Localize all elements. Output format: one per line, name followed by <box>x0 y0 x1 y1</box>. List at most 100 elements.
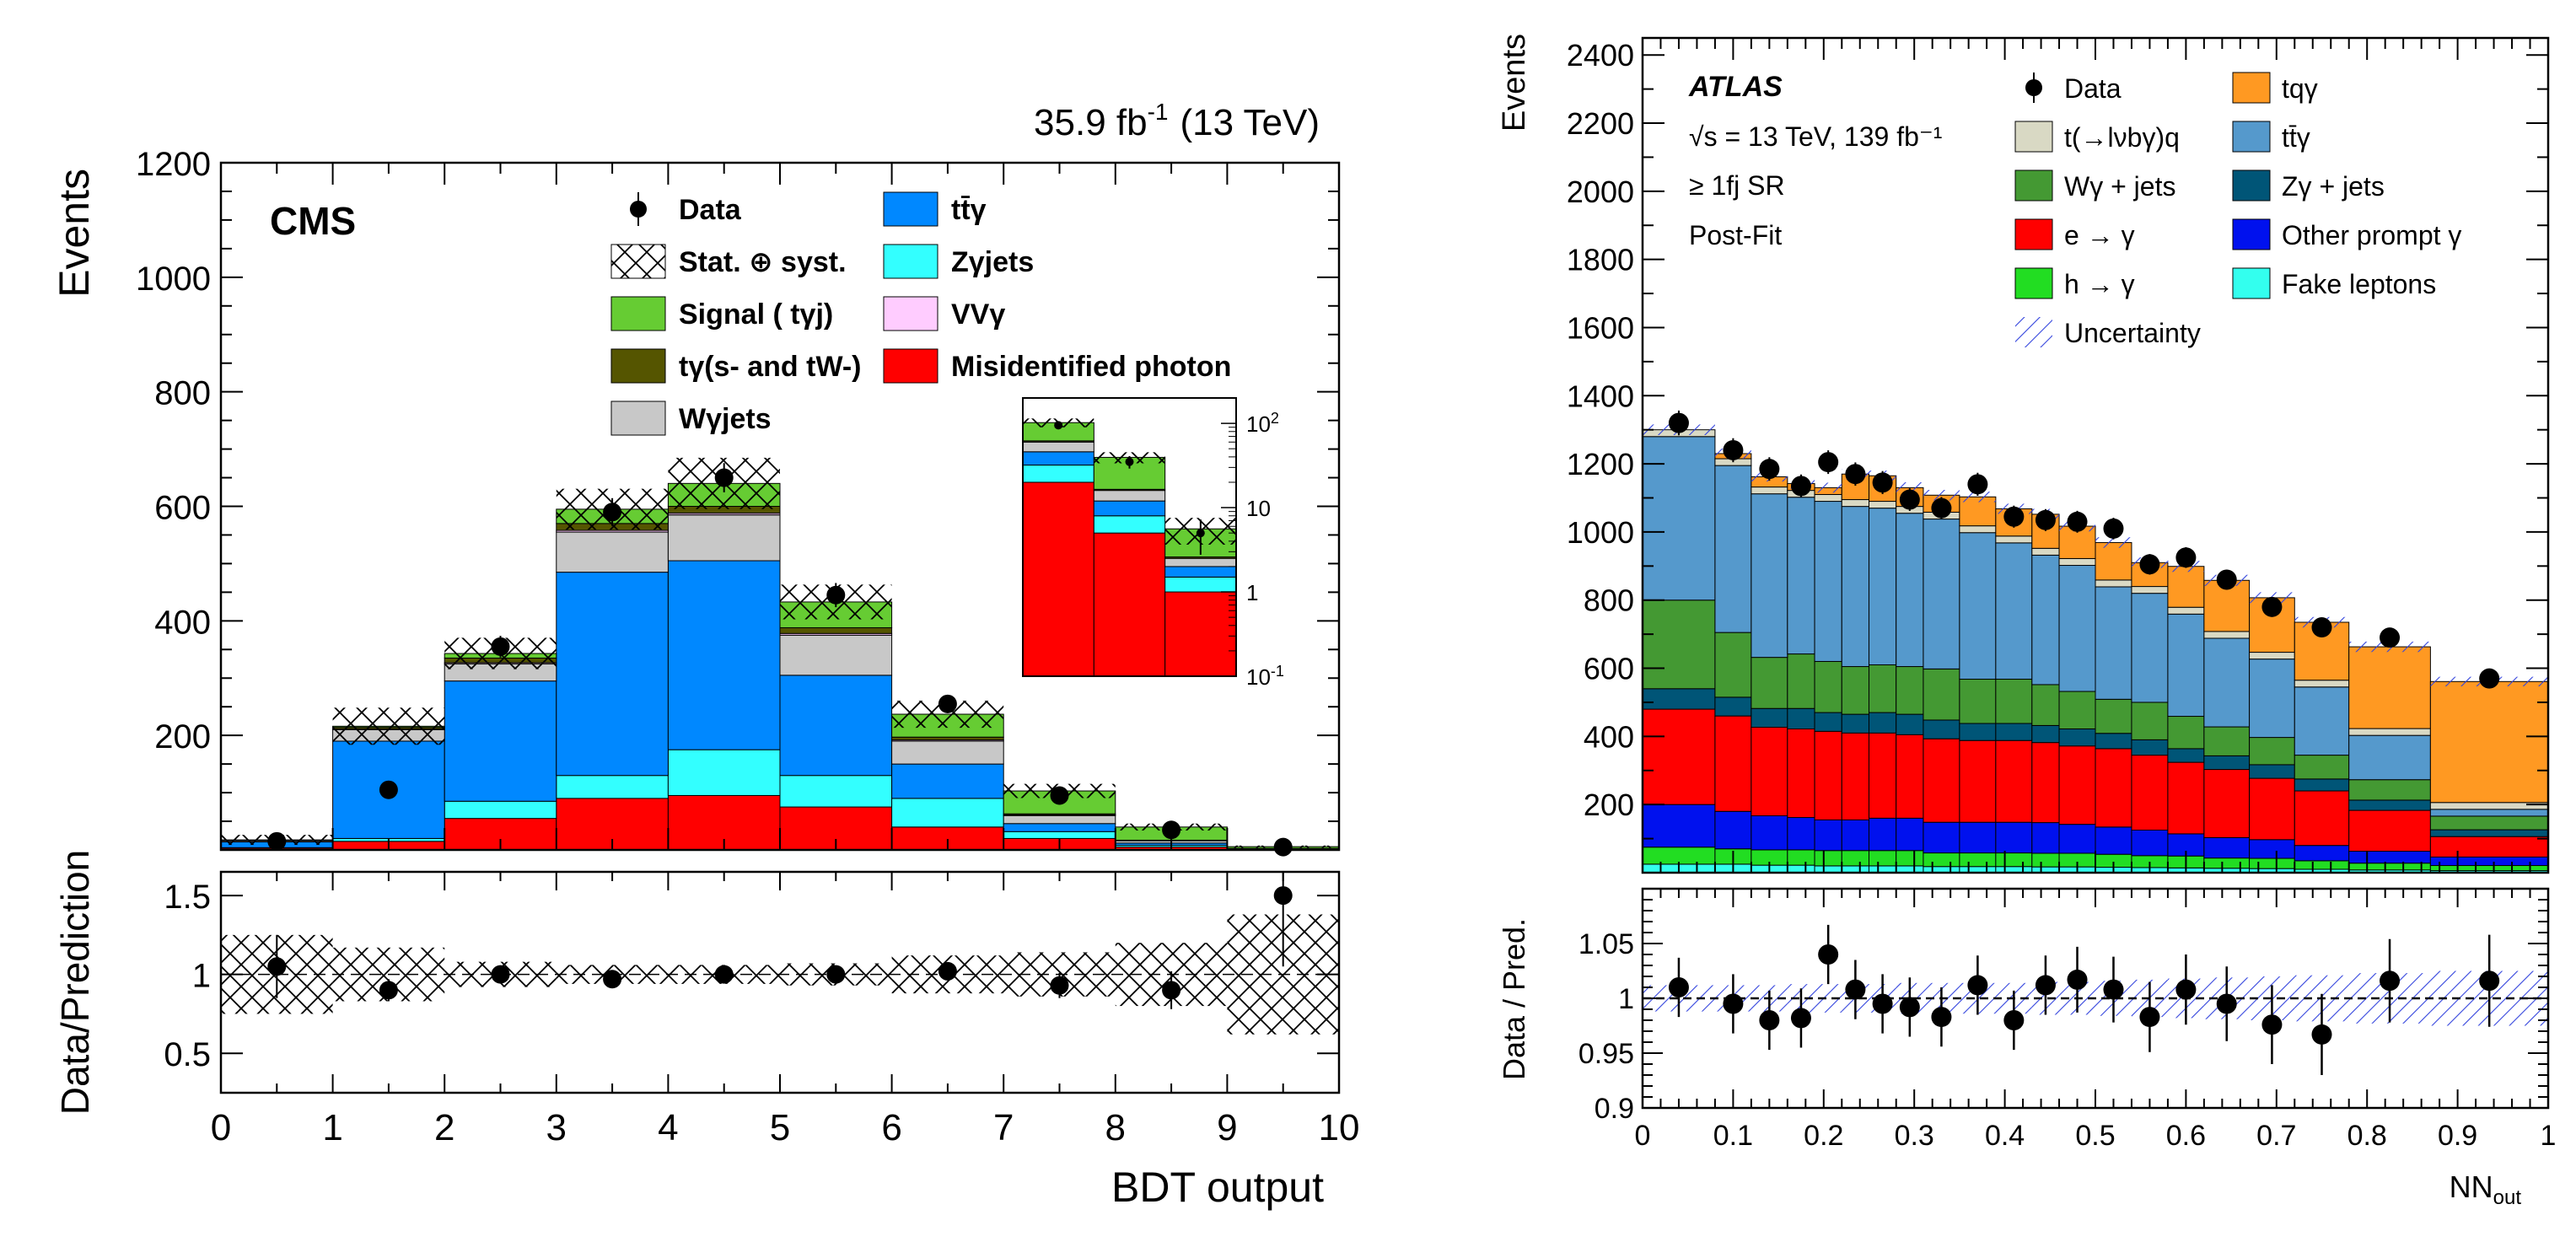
atlas-xtick-label: 1 <box>2541 1120 2557 1152</box>
atlas-xtick-label: 0.9 <box>2438 1120 2477 1152</box>
atlas-bar-2-16 <box>2203 836 2251 859</box>
atlas-x-label-main: NN <box>2450 1169 2493 1204</box>
atlas-bar-1-5 <box>1841 850 1870 867</box>
cms-bar-3-5 <box>779 634 893 676</box>
atlas-bar-8-13 <box>2095 541 2132 581</box>
cms-inset-ytick-exp: -1 <box>1271 663 1284 680</box>
atlas-bar-8-15 <box>2167 566 2205 608</box>
atlas-bar-4-5 <box>1841 713 1870 734</box>
cms-bar-1-5 <box>779 775 893 808</box>
cms-ratio-ytick-label: 1.5 <box>164 879 211 916</box>
atlas-bar-3-19 <box>2348 809 2431 852</box>
atlas-legend-label: e → γ <box>2064 220 2135 250</box>
atlas-bar-7-10 <box>1995 535 2033 544</box>
atlas-ytick-label: 1200 <box>1567 447 1634 481</box>
cms-ytick-label: 1200 <box>136 146 211 183</box>
atlas-ratio-point-7 <box>1899 997 1920 1018</box>
atlas-bar-7-13 <box>2095 579 2132 588</box>
atlas-ratio-ytick-label: 1.05 <box>1578 928 1634 960</box>
cms-legend-swatch <box>610 401 666 436</box>
atlas-bar-7-19 <box>2348 728 2431 736</box>
atlas-ratio-ytick-label: 0.9 <box>1595 1093 1634 1125</box>
atlas-xtick-label: 0.5 <box>2075 1120 2115 1152</box>
atlas-legend-swatch <box>2014 121 2053 153</box>
cms-data-point-2 <box>491 637 510 656</box>
atlas-ratio-point-15 <box>2175 979 2197 1000</box>
atlas-bar-6-8 <box>1923 519 1960 669</box>
atlas-ratio-point-0 <box>1668 977 1689 997</box>
atlas-ratio-point-12 <box>2067 969 2088 990</box>
atlas-bar-3-5 <box>1841 732 1870 820</box>
cms-legend-label: VVγ <box>951 298 1005 331</box>
cms-bar-1-3 <box>556 775 669 799</box>
atlas-ratio-ytick-label: 0.95 <box>1578 1038 1634 1070</box>
atlas-bar-3-6 <box>1869 732 1897 819</box>
cms-ratio-point-4 <box>714 965 734 984</box>
atlas-ytick-label: 1000 <box>1567 515 1634 550</box>
atlas-bar-6-2 <box>1750 493 1788 659</box>
atlas-bar-4-4 <box>1814 712 1842 732</box>
atlas-legend-swatch <box>2232 72 2271 104</box>
atlas-ytick-label: 600 <box>1584 652 1634 686</box>
atlas-legend-label: Other prompt γ <box>2282 220 2461 250</box>
atlas-bar-3-4 <box>1814 730 1842 820</box>
cms-inset-ytick-base: 10 <box>1246 664 1271 690</box>
atlas-legend-swatch <box>2014 169 2053 202</box>
atlas-bar-5-9 <box>1959 678 1997 724</box>
cms-xtick-label: 10 <box>1319 1107 1360 1148</box>
atlas-x-label: NNout <box>2450 1169 2522 1209</box>
atlas-bar-2-3 <box>1787 817 1815 851</box>
atlas-xtick-label: 0.2 <box>1804 1120 1843 1152</box>
atlas-data-point-20 <box>2479 668 2500 689</box>
cms-bar-5-5 <box>779 626 893 634</box>
atlas-data-points <box>1668 410 2500 689</box>
atlas-ratio-point-9 <box>1967 975 1988 996</box>
atlas-data-point-15 <box>2175 547 2197 568</box>
atlas-data-point-7 <box>1899 489 1920 510</box>
atlas-bar-1-3 <box>1787 849 1815 866</box>
atlas-bar-6-9 <box>1959 532 1997 680</box>
atlas-data-point-12 <box>2067 511 2088 532</box>
atlas-data-point-8 <box>1931 497 1952 519</box>
cms-inset-bar-3-2 <box>1164 557 1237 567</box>
cms-bar-2-7 <box>1003 823 1116 832</box>
atlas-bar-2-6 <box>1869 817 1897 852</box>
atlas-bar-6-12 <box>2058 565 2096 692</box>
atlas-unc-box-8 <box>1923 490 1960 501</box>
cms-inset-data-point-0 <box>1054 421 1063 430</box>
atlas-bar-2-1 <box>1714 810 1752 850</box>
atlas-bar-6-16 <box>2203 637 2251 728</box>
cms-ratio-point-9 <box>1273 886 1293 906</box>
atlas-bar-8-20 <box>2429 680 2548 804</box>
atlas-ratio-point-14 <box>2139 1007 2160 1028</box>
atlas-bar-3-0 <box>1643 708 1716 805</box>
cms-x-label: BDT output <box>1111 1164 1324 1211</box>
atlas-bar-4-15 <box>2167 748 2205 763</box>
atlas-bar-4-13 <box>2095 733 2132 750</box>
atlas-ytick-label: 2400 <box>1567 38 1634 73</box>
atlas-bar-3-16 <box>2203 769 2251 838</box>
atlas-legend-label: Data <box>2064 73 2122 104</box>
atlas-data-point-16 <box>2216 569 2237 590</box>
atlas-bar-3-17 <box>2249 777 2295 841</box>
atlas-bar-8-19 <box>2348 646 2431 729</box>
cms-legend-label: Signal ( tγj) <box>679 298 833 331</box>
atlas-bar-5-7 <box>1896 666 1924 715</box>
cms-inset-bar-1-1 <box>1093 515 1166 534</box>
atlas-ratio-panel <box>1643 924 2548 1075</box>
atlas-legend-label: Fake leptons <box>2282 269 2436 299</box>
atlas-bar-0-3 <box>1787 864 1815 873</box>
cms-legend-label: Stat. ⊕ syst. <box>679 246 847 278</box>
cms-bar-1-4 <box>667 749 781 796</box>
atlas-bar-1-7 <box>1896 850 1924 867</box>
atlas-ratio-point-10 <box>2003 1010 2025 1030</box>
atlas-bar-5-4 <box>1814 660 1842 713</box>
atlas-legend-label: Uncertainty <box>2064 318 2201 348</box>
atlas-bar-6-10 <box>1995 542 2033 680</box>
cms-legend-swatch <box>610 296 666 331</box>
atlas-ytick-label: 400 <box>1584 719 1634 754</box>
atlas-bar-3-18 <box>2294 790 2350 847</box>
atlas-ratio-point-11 <box>2035 975 2056 996</box>
atlas-x-ticks-main <box>1642 38 2549 873</box>
